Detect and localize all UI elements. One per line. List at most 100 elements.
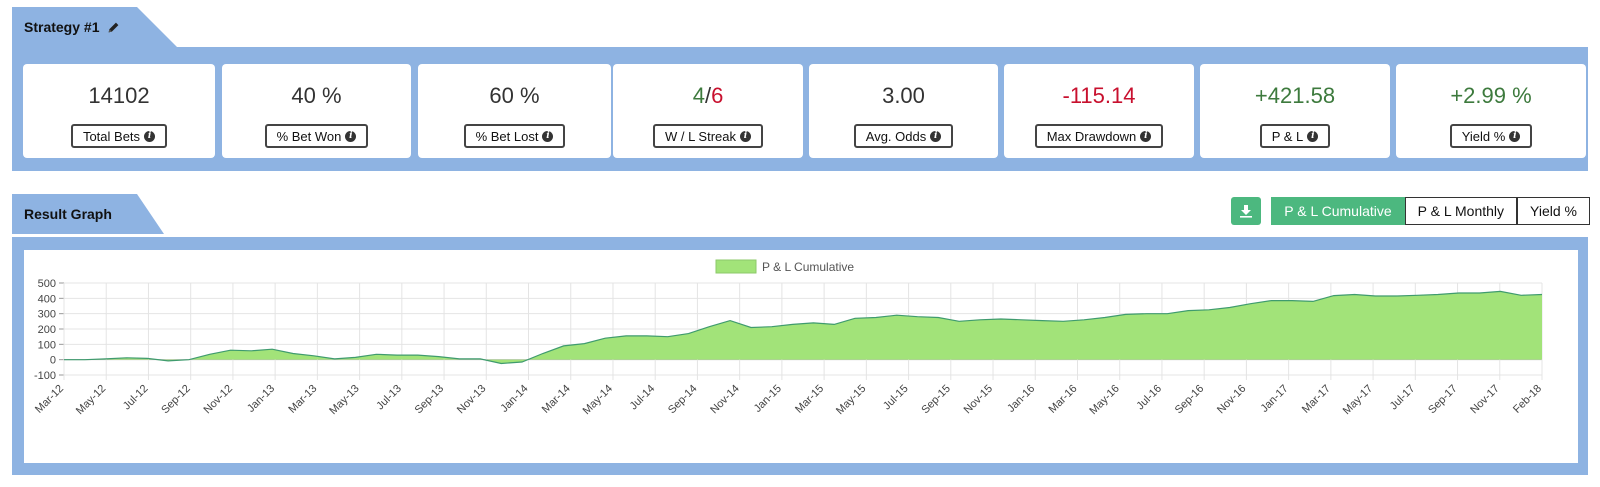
result-graph-tab: Result Graph: [12, 194, 164, 234]
series-line: [64, 290, 1543, 365]
pct-bet-lost-value: 60 %: [489, 83, 540, 108]
x-tick-label: Sep-13: [413, 383, 447, 417]
y-tick-label: 500: [38, 278, 56, 290]
download-button[interactable]: [1231, 197, 1261, 225]
graph-mode-toggle: P & L Cumulative P & L Monthly Yield %: [1271, 197, 1590, 225]
x-tick-label: Jul-17: [1388, 383, 1418, 413]
total-bets-value: 14102: [88, 83, 150, 108]
y-tick-label: 100: [38, 339, 56, 351]
stat-card-pct-bet-lost: 60 % % Bet Lost i: [418, 64, 611, 158]
legend-label: P & L Cumulative: [762, 260, 854, 274]
pct-bet-lost-label: % Bet Lost: [475, 128, 539, 144]
wl-streak-button[interactable]: W / L Streak i: [652, 124, 764, 148]
x-tick-label: Jan-13: [245, 383, 277, 415]
x-tick-label: Sep-17: [1426, 383, 1460, 417]
wl-streak-value: 4/6: [693, 82, 724, 110]
x-tick-label: Nov-17: [1468, 383, 1502, 417]
info-icon: i: [1509, 130, 1521, 142]
area-fill: [64, 291, 1542, 364]
x-tick-label: Mar-16: [1046, 383, 1079, 416]
streak-separator: /: [704, 83, 712, 108]
stat-card-pct-bet-won: 40 % % Bet Won i: [222, 64, 411, 158]
toggle-pl-cumulative[interactable]: P & L Cumulative: [1271, 197, 1405, 225]
x-tick-label: Jan-15: [752, 383, 784, 415]
strategy-title: Strategy #1: [24, 19, 100, 35]
pencil-icon[interactable]: [107, 21, 120, 34]
x-tick-label: Nov-15: [962, 383, 996, 417]
stat-card-avg-odds: 3.00 Avg. Odds i: [809, 64, 998, 158]
x-tick-label: Mar-13: [286, 383, 319, 416]
avg-odds-label: Avg. Odds: [865, 128, 927, 144]
yield-button[interactable]: Yield % i: [1449, 124, 1533, 148]
x-tick-label: Nov-14: [708, 383, 742, 417]
x-tick-label: May-12: [74, 383, 108, 417]
stat-card-max-drawdown: -115.14 Max Drawdown i: [1004, 64, 1194, 158]
result-graph-title: Result Graph: [24, 206, 112, 222]
y-tick-label: 400: [38, 293, 56, 305]
x-tick-label: Mar-14: [540, 383, 573, 416]
total-bets-button[interactable]: Total Bets i: [70, 124, 168, 148]
x-tick-label: Jan-17: [1258, 383, 1290, 415]
loss-streak: 6: [711, 83, 724, 108]
info-icon: i: [1140, 130, 1152, 142]
x-tick-label: Sep-12: [159, 383, 193, 417]
info-icon: i: [144, 130, 156, 142]
strategy-tab: Strategy #1: [12, 7, 177, 47]
y-tick-label: -100: [34, 370, 56, 382]
x-tick-label: Mar-12: [33, 383, 66, 416]
x-tick-label: Sep-16: [1173, 383, 1207, 417]
x-tick-label: Jan-14: [498, 383, 530, 415]
x-tick-label: May-16: [1087, 383, 1121, 417]
avg-odds-value: 3.00: [882, 83, 925, 108]
x-tick-label: Sep-15: [919, 383, 953, 417]
x-tick-label: Jul-16: [1134, 383, 1164, 413]
x-tick-label: May-17: [1341, 383, 1375, 417]
stat-card-total-bets: 14102 Total Bets i: [23, 64, 215, 158]
x-tick-label: Feb-18: [1511, 383, 1544, 416]
x-tick-label: Nov-13: [455, 383, 489, 417]
pct-bet-won-button[interactable]: % Bet Won i: [264, 124, 369, 148]
info-icon: i: [930, 130, 942, 142]
legend-swatch: [715, 259, 757, 274]
pl-cumulative-chart: P & L Cumulative -100 0 100 200 300 400 500 Mar-…: [33, 259, 1544, 417]
stat-card-yield: +2.99 % Yield % i: [1396, 64, 1586, 158]
x-tick-label: Jul-12: [121, 383, 151, 413]
x-tick-label: May-13: [327, 383, 361, 417]
download-icon: [1240, 205, 1252, 218]
x-tick-label: Mar-17: [1300, 383, 1333, 416]
max-drawdown-label: Max Drawdown: [1046, 128, 1137, 144]
avg-odds-button[interactable]: Avg. Odds i: [853, 124, 954, 148]
wl-streak-label: W / L Streak: [664, 128, 737, 144]
yield-label: Yield %: [1461, 128, 1506, 144]
x-tick-label: Sep-14: [666, 383, 700, 417]
yield-value: +2.99 %: [1450, 83, 1532, 108]
x-tick-label: Jul-14: [628, 383, 658, 413]
x-tick-label: Nov-12: [201, 383, 235, 417]
chart-container: P & L Cumulative -100 0 100 200 300 400 500 Mar-…: [24, 250, 1578, 463]
x-tick-label: Nov-16: [1215, 383, 1249, 417]
x-tick-label: Mar-15: [793, 383, 826, 416]
total-bets-label: Total Bets: [82, 128, 141, 144]
info-icon: i: [740, 130, 752, 142]
pl-value: +421.58: [1254, 83, 1336, 108]
y-tick-label: 0: [50, 355, 56, 367]
pct-bet-won-value: 40 %: [291, 83, 342, 108]
pl-label: P & L: [1271, 128, 1304, 144]
x-tick-label: Jul-13: [374, 383, 404, 413]
toggle-yield[interactable]: Yield %: [1517, 197, 1590, 225]
win-streak: 4: [692, 83, 705, 108]
x-tick-label: May-14: [581, 383, 615, 417]
toggle-pl-monthly[interactable]: P & L Monthly: [1404, 197, 1518, 225]
info-icon: i: [345, 130, 357, 142]
x-tick-label: Jan-16: [1005, 383, 1037, 415]
y-tick-label: 200: [38, 324, 56, 336]
pct-bet-won-label: % Bet Won: [276, 128, 342, 144]
y-tick-label: 300: [38, 309, 56, 321]
x-tick-label: Jul-15: [881, 383, 911, 413]
x-tick-label: May-15: [834, 383, 868, 417]
info-icon: i: [542, 130, 554, 142]
pct-bet-lost-button[interactable]: % Bet Lost i: [463, 124, 566, 148]
max-drawdown-button[interactable]: Max Drawdown i: [1034, 124, 1164, 148]
